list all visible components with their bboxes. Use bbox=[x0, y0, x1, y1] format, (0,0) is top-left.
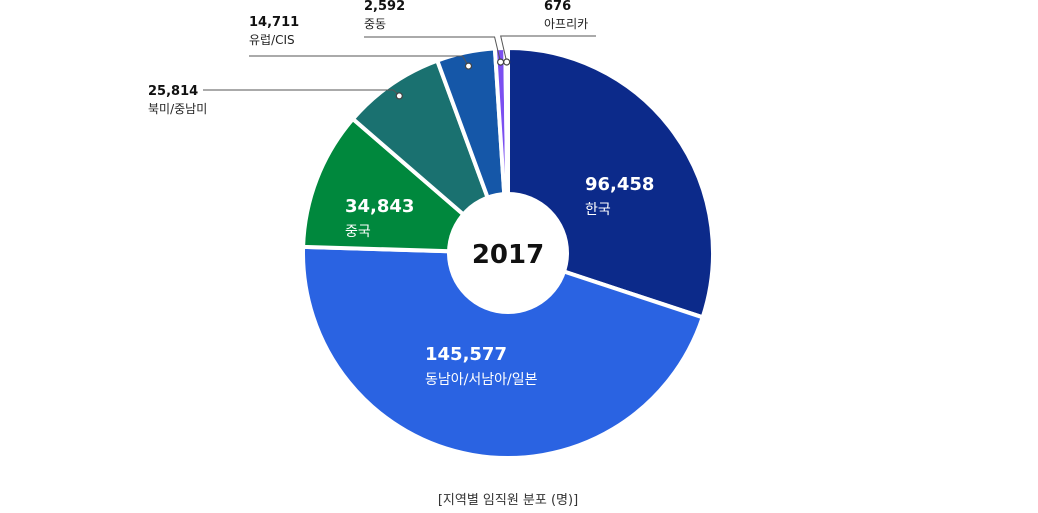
donut-hole bbox=[447, 192, 569, 314]
slice-2-value-label: 145,577 bbox=[425, 344, 507, 365]
slice-5-name-label: 유럽/CIS bbox=[249, 33, 295, 47]
slice-6-value-label: 2,592 bbox=[364, 0, 405, 14]
donut-slices bbox=[301, 46, 715, 461]
slice-4-value-label: 25,814 bbox=[148, 84, 198, 99]
slice-1-name-label: 한국 bbox=[585, 202, 611, 218]
center-year-label: 2017 bbox=[472, 240, 544, 270]
slice-2-wedge bbox=[301, 244, 705, 461]
slice-5-leader-dot bbox=[464, 62, 473, 70]
slice-4-leader-dot bbox=[395, 92, 403, 100]
slice-3-value-label: 34,843 bbox=[345, 196, 414, 217]
slice-6-leader-dot bbox=[497, 58, 505, 66]
slice-1-value-label: 96,458 bbox=[585, 174, 654, 195]
slice-5-value-label: 14,711 bbox=[249, 15, 299, 30]
slice-7-leader-dot bbox=[503, 58, 511, 66]
slice-6-name-label: 중동 bbox=[364, 17, 386, 31]
slice-7-leader-line bbox=[500, 35, 596, 63]
slice-2-name-label: 동남아/서남아/일본 bbox=[425, 372, 538, 388]
leader-lines bbox=[203, 35, 596, 100]
slice-3-name-label: 중국 bbox=[345, 224, 371, 240]
chart-caption: [지역별 임직원 분포 (명)] bbox=[438, 493, 578, 508]
slice-3-wedge bbox=[301, 116, 510, 255]
slice-6-leader-line bbox=[364, 36, 502, 63]
slice-4-wedge bbox=[350, 58, 510, 255]
slice-4-leader-line bbox=[203, 89, 400, 97]
slice-7-value-label: 676 bbox=[544, 0, 571, 14]
slice-7-name-label: 아프리카 bbox=[544, 17, 588, 31]
slice-labels: 96,458 한국 145,577 동남아/서남아/일본 34,843 중국 25,814 북… bbox=[148, 0, 654, 388]
slice-5-leader-line bbox=[249, 55, 469, 67]
slice-4-name-label: 북미/중남미 bbox=[148, 102, 207, 116]
